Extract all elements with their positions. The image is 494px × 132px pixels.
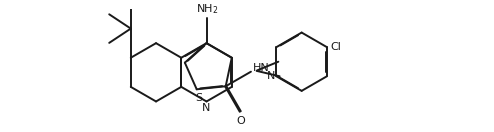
Text: NH$_2$: NH$_2$ — [196, 3, 219, 16]
Text: HN: HN — [253, 63, 270, 73]
Text: O: O — [236, 116, 245, 126]
Text: N: N — [203, 103, 211, 114]
Text: S: S — [195, 93, 203, 103]
Text: Cl: Cl — [330, 42, 341, 52]
Text: N: N — [267, 71, 276, 81]
